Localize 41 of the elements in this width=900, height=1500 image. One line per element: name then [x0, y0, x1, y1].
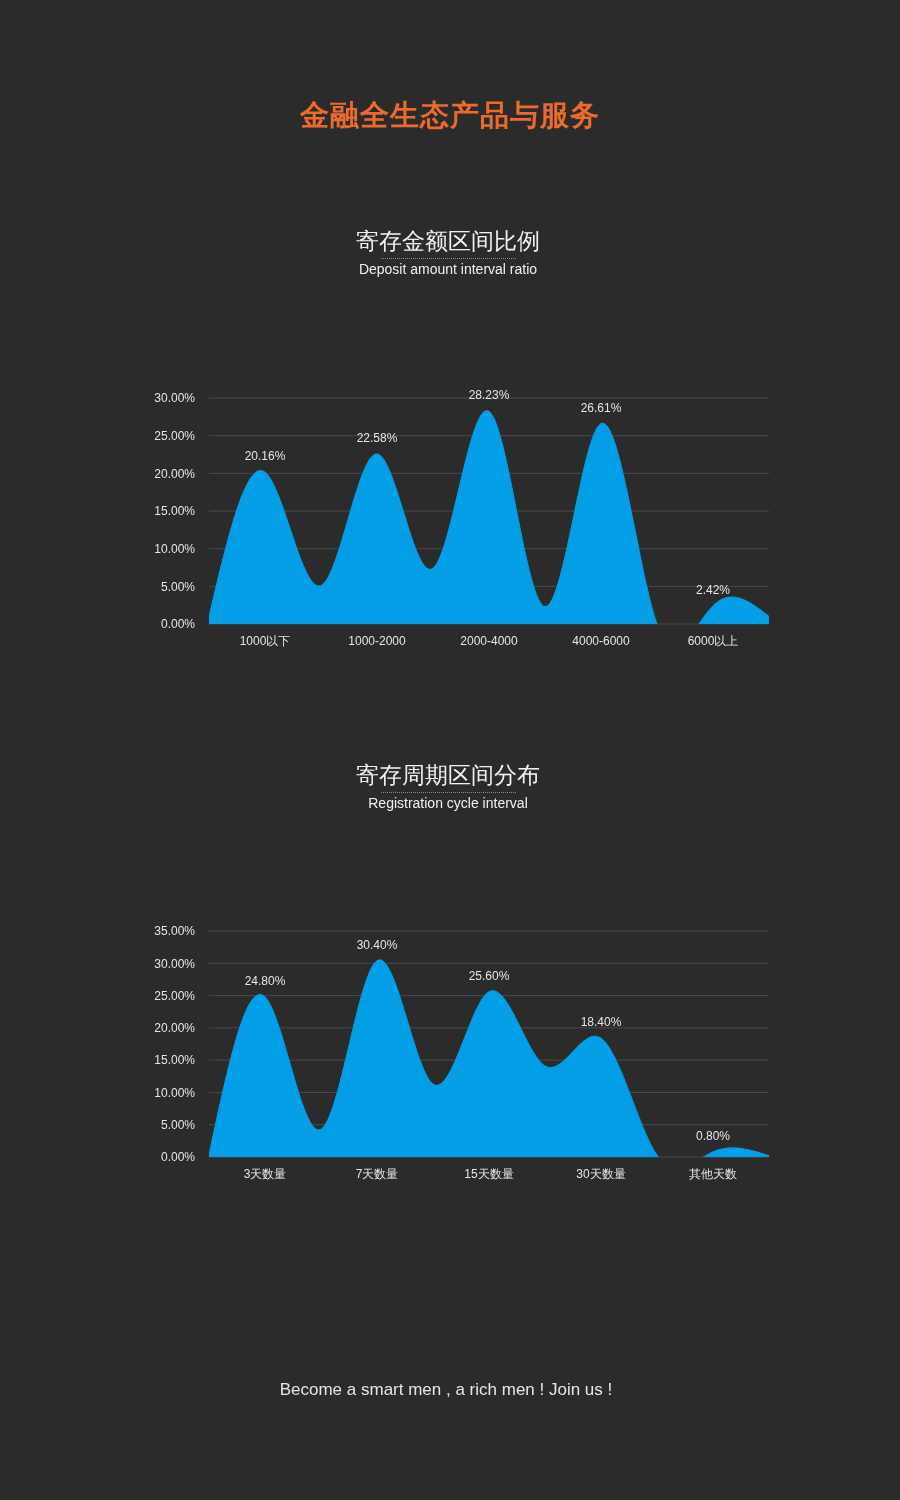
data-label: 28.23%: [468, 388, 510, 403]
chart-title: 寄存金额区间比例: [355, 227, 541, 256]
y-tick-label: 10.00%: [154, 541, 196, 556]
y-tick-label: 25.00%: [154, 428, 196, 443]
y-tick-label: 15.00%: [154, 1053, 196, 1068]
data-label: 20.16%: [244, 449, 286, 464]
chart-title: 寄存周期区间分布: [355, 761, 541, 790]
x-tick-label: 1000-2000: [348, 633, 407, 648]
x-tick-label: 7天数量: [355, 1166, 399, 1181]
y-tick-label: 10.00%: [154, 1085, 196, 1100]
x-tick-label: 6000以上: [687, 633, 739, 648]
data-label: 2.42%: [695, 582, 731, 597]
text: Become a smart men , a rich men ! Join us !: [278, 1380, 614, 1400]
y-tick-label: 5.00%: [160, 1117, 196, 1132]
data-label: 0.80%: [695, 1128, 731, 1143]
x-tick-label: 1000以下: [239, 633, 291, 648]
x-tick-label: 3天数量: [243, 1166, 287, 1181]
data-label: 30.40%: [356, 937, 398, 952]
data-label: 22.58%: [356, 430, 398, 445]
data-label: 18.40%: [580, 1015, 622, 1030]
y-tick-label: 30.00%: [154, 956, 196, 971]
x-tick-label: 4000-6000: [572, 633, 631, 648]
data-label: 26.61%: [580, 400, 622, 415]
data-label: 25.60%: [468, 968, 510, 983]
y-tick-label: 20.00%: [154, 1021, 196, 1036]
y-tick-label: 30.00%: [154, 391, 196, 406]
x-tick-label: 15天数量: [464, 1166, 514, 1181]
y-tick-label: 5.00%: [160, 579, 196, 594]
x-tick-label: 其他天数: [689, 1166, 737, 1181]
y-tick-label: 20.00%: [154, 466, 196, 481]
y-tick-label: 35.00%: [154, 924, 196, 939]
x-tick-label: 2000-4000: [460, 633, 519, 648]
y-tick-label: 0.00%: [160, 1150, 196, 1165]
data-label: 24.80%: [244, 973, 286, 988]
y-tick-label: 15.00%: [154, 504, 196, 519]
text: 金融全生态产品与服务: [299, 97, 601, 134]
y-tick-label: 25.00%: [154, 988, 196, 1003]
x-tick-label: 30天数量: [576, 1166, 626, 1181]
chart-subtitle: Registration cycle interval: [367, 794, 529, 812]
chart-subtitle: Deposit amount interval ratio: [357, 260, 539, 278]
y-tick-label: 0.00%: [160, 617, 196, 632]
